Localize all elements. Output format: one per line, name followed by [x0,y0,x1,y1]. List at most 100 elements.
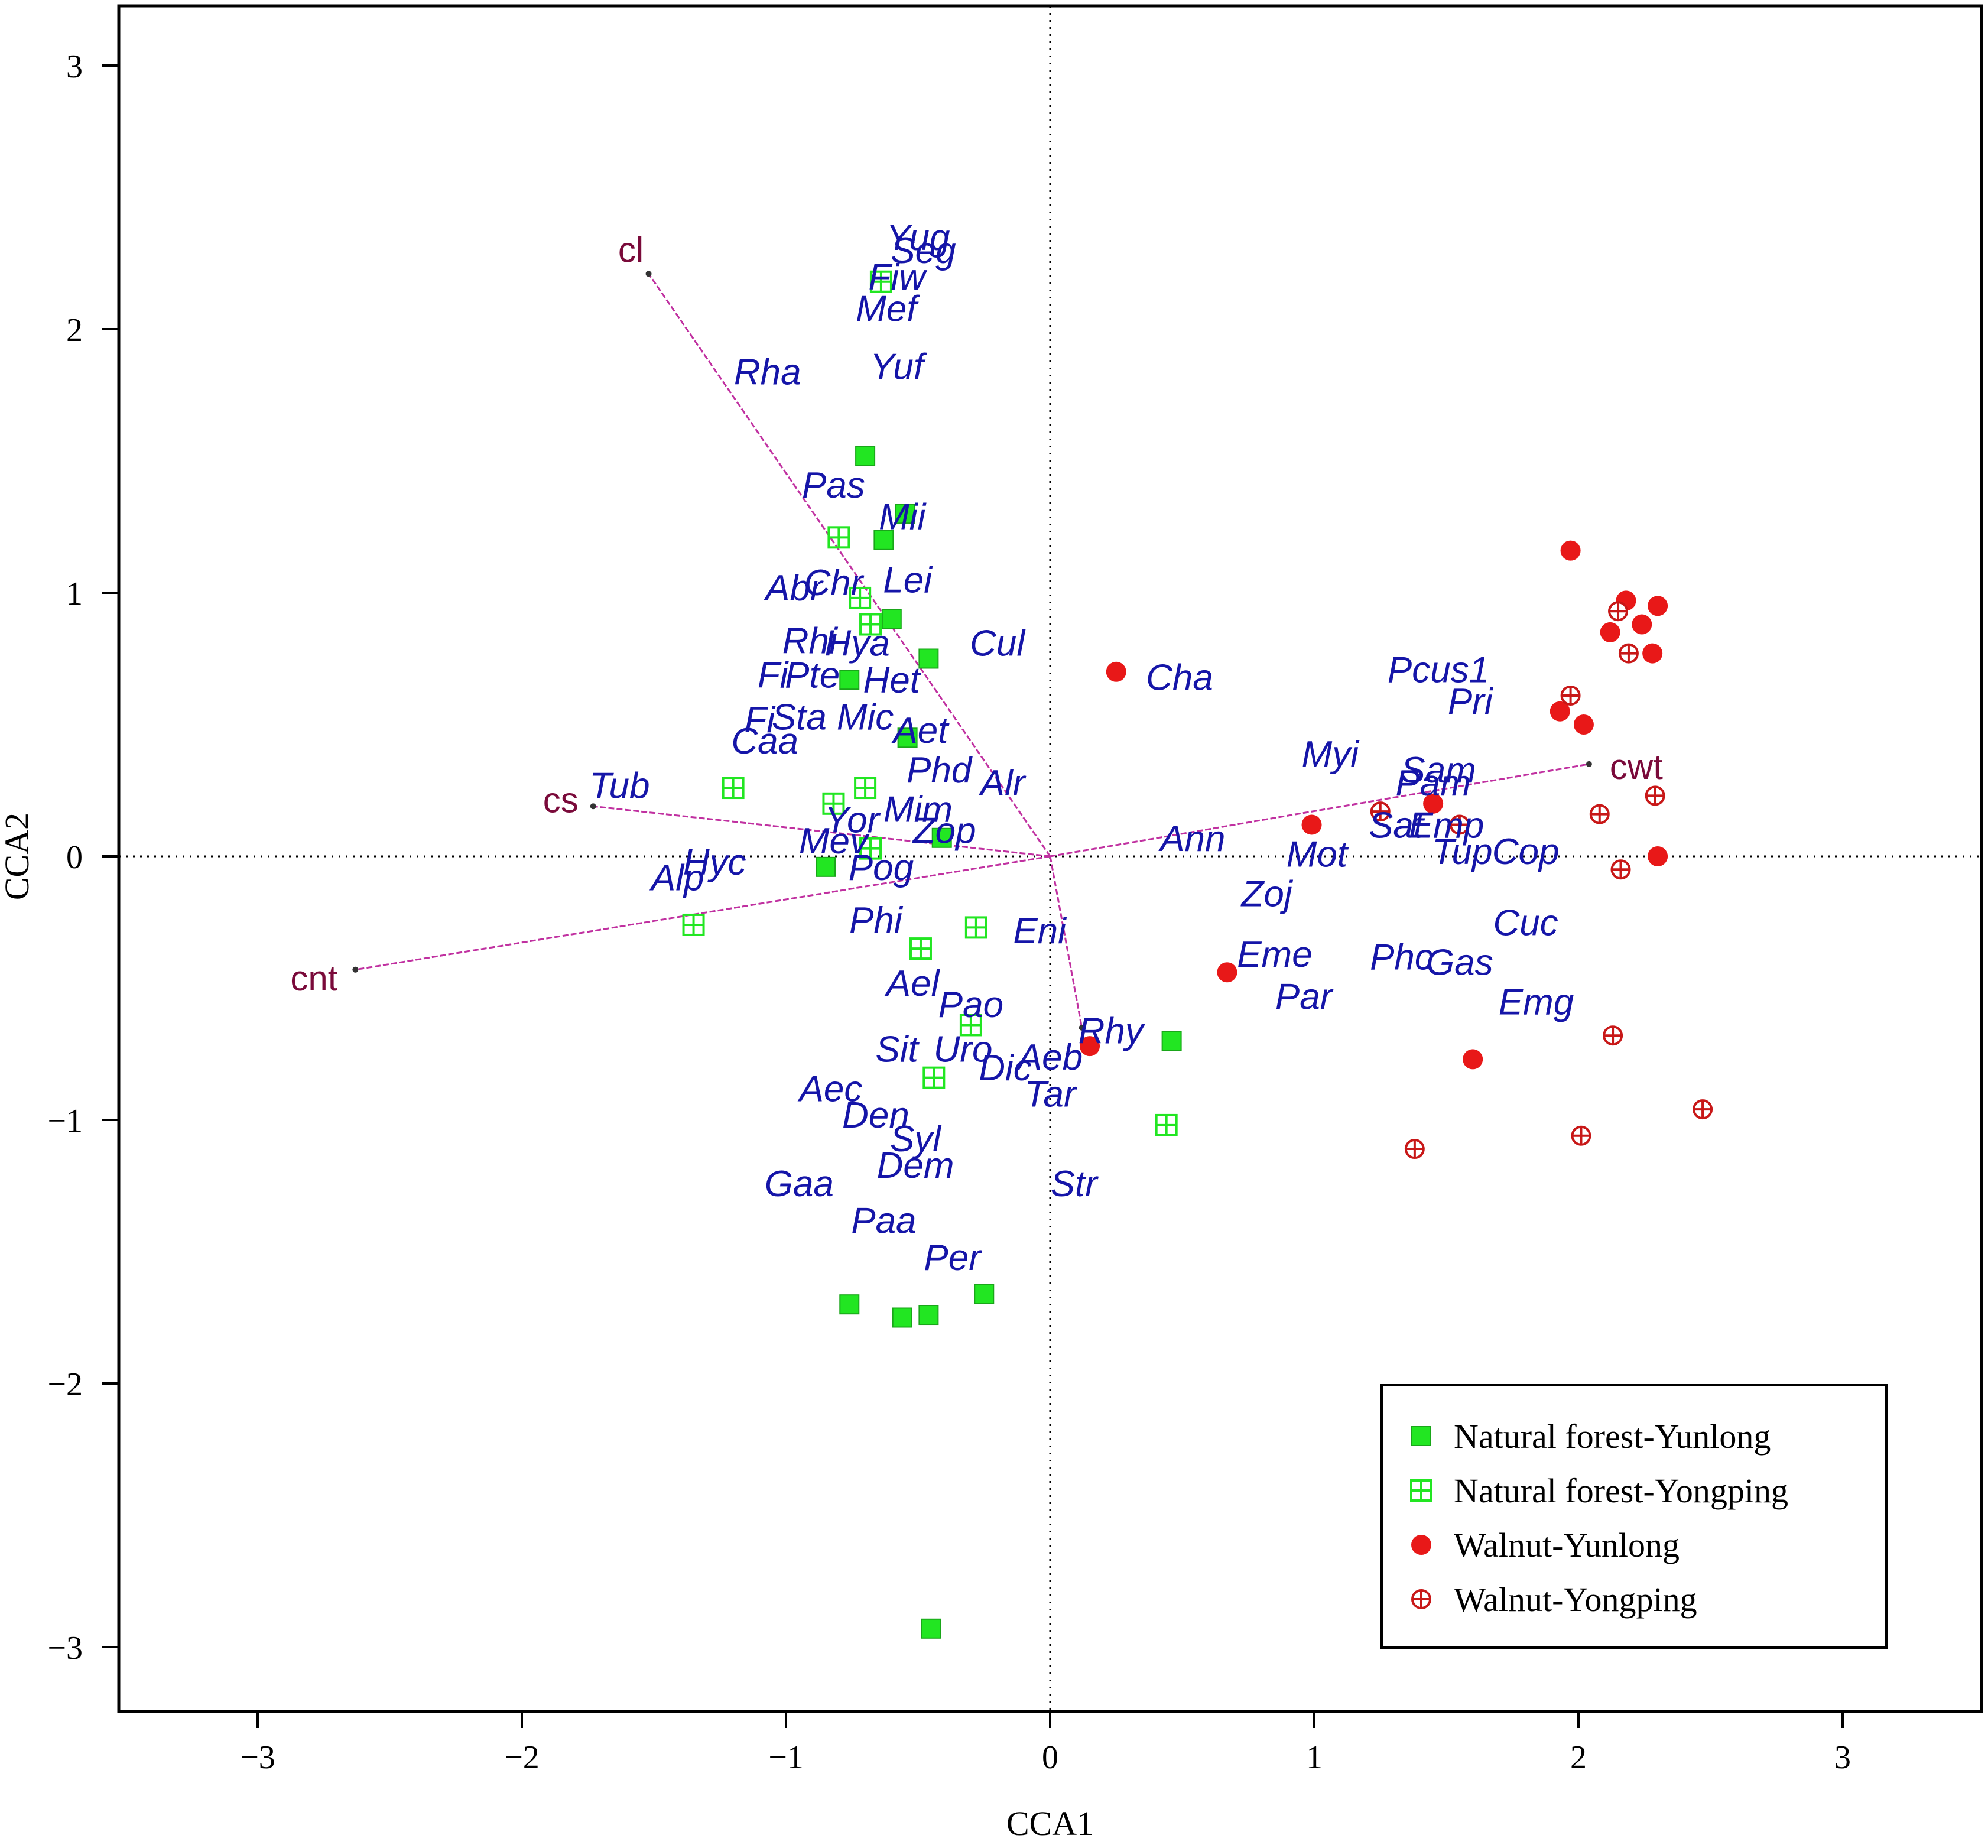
species-label: Alr [978,763,1027,804]
x-tick-label: 0 [1042,1739,1058,1776]
legend-marker [1411,1535,1431,1555]
species-label: Den [842,1095,909,1136]
data-point [921,1618,941,1639]
data-point [892,1307,912,1328]
env-vector-cnt [355,855,1051,971]
legend: Natural forest-Yunlong Natural forest-Yon… [1380,1384,1888,1649]
species-label: Gaa [765,1164,834,1204]
data-point [918,1305,939,1326]
data-point [1449,814,1470,835]
species-label: Alp [649,858,704,899]
data-point [959,1014,982,1037]
species-label: Zoj [1240,873,1293,914]
species-label: Pas [802,465,865,506]
species-label: Aeb [1015,1037,1083,1078]
env-vector-tip [590,803,596,810]
env-vector-tip [352,966,359,973]
species-label: Phc [1370,937,1433,977]
data-point [855,446,876,466]
data-point [849,586,872,609]
species-label: Yuf [870,346,927,387]
data-point [1648,846,1668,866]
species-label: Mii [879,497,927,538]
legend-label: Natural forest-Yunlong [1454,1417,1771,1456]
species-label: Mic [837,697,894,738]
x-tick-label: −1 [768,1739,804,1776]
species-label: Dic [979,1048,1032,1089]
species-label: Tar [1024,1074,1077,1115]
y-axis-title: CCA2 [0,813,36,900]
species-label: Aec [797,1068,863,1109]
species-label: Abr [763,568,824,609]
data-point [1155,1113,1178,1136]
species-label: Ael [884,963,941,1004]
species-label: Sit [876,1029,920,1070]
data-point [682,913,705,936]
data-point [1610,859,1631,880]
data-point [839,1294,860,1315]
y-tick-label: 2 [66,312,83,349]
data-point [1217,962,1237,983]
y-tick-label: 0 [66,839,83,876]
data-point [1560,540,1581,561]
data-point [1301,814,1322,835]
data-point [827,526,850,549]
species-label: Rhi [782,621,839,661]
y-tick-label: −3 [47,1630,83,1667]
species-label: Rha [734,352,801,392]
env-vector-cwt [1050,763,1590,858]
data-point [1608,601,1629,622]
species-label: Rhy [1079,1011,1146,1051]
species-label: Per [924,1238,982,1278]
data-point [1571,1125,1591,1146]
species-label: Dem [877,1145,954,1186]
species-label: Str [1051,1164,1099,1204]
data-point [839,670,860,690]
env-vector-cl [648,273,1051,857]
data-point [869,270,892,293]
species-label: Sat [1369,805,1425,846]
x-tick-label: 2 [1570,1739,1587,1776]
data-point [1589,804,1610,824]
species-label: Chr [804,563,865,603]
species-label: Par [1275,976,1334,1017]
data-point [822,792,845,815]
species-label: Pcus1 [1388,649,1489,690]
species-label: Sta [772,697,827,738]
species-label: Uro [934,1029,993,1070]
legend-box [1380,1384,1888,1649]
species-label: Pte [785,655,840,696]
data-point [859,837,882,860]
species-label: Eni [1013,911,1067,951]
data-point [918,648,939,669]
species-label: Mot [1287,834,1349,875]
series-natural-forest-yunlong [816,446,1182,1639]
data-point [1648,596,1668,616]
env-vector-tip [645,271,652,277]
legend-entry-walnut-yongping: Walnut-Yongping [1411,1580,1697,1619]
species-label: Syl [890,1119,942,1160]
species-label: Emg [1499,982,1574,1022]
species-label: Fi [744,700,776,741]
x-tick-label: −3 [240,1739,275,1776]
data-point [895,504,915,524]
species-label: Cuc [1493,903,1558,944]
species-label: Ann [1158,819,1225,859]
x-axis-title: CCA1 [1006,1804,1094,1843]
data-point [1370,801,1391,822]
series-walnut-yongping [1370,601,1713,1160]
data-point [909,937,932,960]
data-point [1603,1025,1623,1046]
species-label: Yug [886,217,950,258]
data-point [1161,1031,1182,1051]
y-tick-label: −2 [47,1366,83,1403]
data-point [1423,793,1444,814]
species-label: Pog [849,847,914,888]
data-point [922,1066,946,1089]
species-label: Paa [851,1200,916,1241]
series-walnut-yunlong [1080,540,1668,1070]
species-label: Emp [1409,805,1484,846]
species-label: Aet [891,710,950,751]
data-point [1404,1139,1425,1160]
